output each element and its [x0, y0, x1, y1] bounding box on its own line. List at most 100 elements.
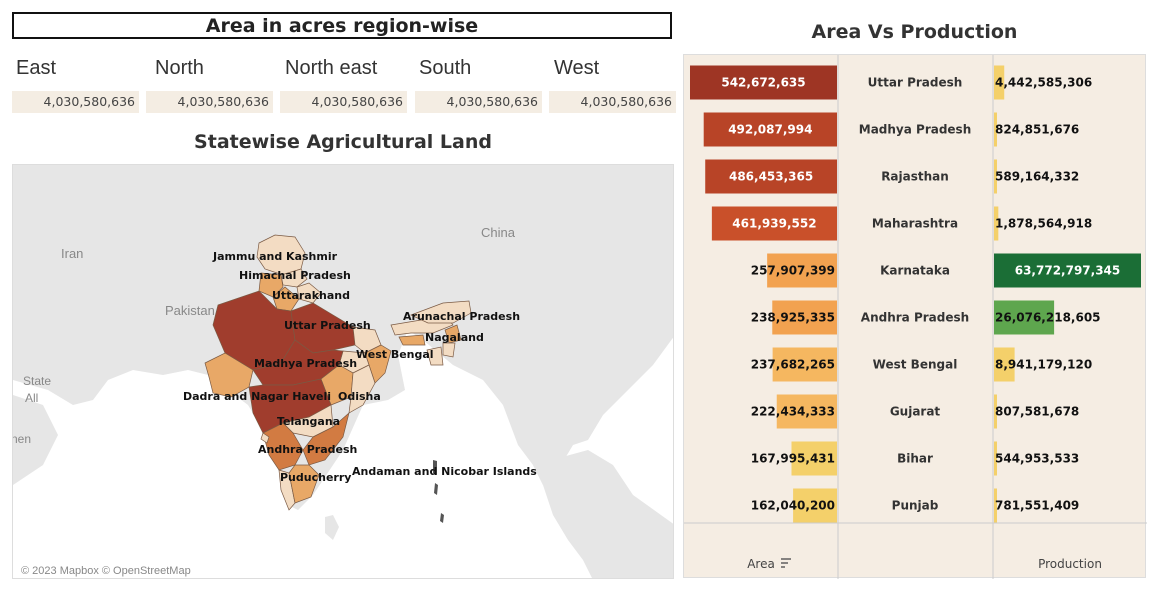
map-label-west-bengal: West Bengal	[356, 348, 434, 361]
state-manipur	[442, 342, 456, 358]
region-value-east: 4,030,580,636	[12, 91, 139, 113]
country-label-pakistan: Pakistan	[165, 303, 215, 318]
axis-label-area: Area	[747, 557, 775, 571]
map-label-puducherry: Puducherry	[280, 471, 351, 484]
state-punjab	[258, 272, 284, 298]
category-label: West Bengal	[873, 358, 958, 372]
state-tripura-mizoram	[426, 346, 444, 366]
state-andhra-pradesh	[302, 412, 350, 466]
map-canvas[interactable]: Iran Pakistan China State All nen	[13, 165, 674, 579]
area-value-label: 461,939,552	[732, 217, 816, 231]
production-value-label: 824,851,676	[995, 123, 1079, 137]
state-uttarakhand	[296, 282, 322, 304]
production-bar[interactable]	[994, 347, 1015, 382]
sort-descending-icon[interactable]	[781, 558, 791, 568]
area-value-label: 257,907,399	[751, 264, 835, 278]
state-meghalaya	[398, 334, 426, 346]
production-bar[interactable]	[994, 394, 997, 429]
area-bar[interactable]	[703, 112, 837, 147]
region-value-north: 4,030,580,636	[146, 91, 273, 113]
area-bar[interactable]	[793, 488, 837, 523]
state-karnataka	[262, 422, 304, 471]
area-value-label: 162,040,200	[751, 499, 835, 513]
area-value-label: 486,453,365	[729, 170, 813, 184]
area-value-label: 222,434,333	[751, 405, 835, 419]
legend-value-all: All	[25, 391, 38, 405]
region-label-south: South	[419, 57, 472, 79]
area-bar[interactable]	[776, 394, 837, 429]
state-arunachal-pradesh	[410, 300, 472, 324]
region-label-east: East	[16, 57, 57, 79]
state-goa	[260, 432, 270, 444]
state-kerala	[278, 469, 296, 511]
production-bar[interactable]	[994, 159, 997, 194]
area-value-label: 167,995,431	[751, 452, 835, 466]
country-label-china: China	[481, 225, 516, 240]
map-label-arunachal-pradesh: Arunachal Pradesh	[403, 310, 520, 323]
state-nagaland	[444, 324, 462, 344]
production-value-label: 781,551,409	[995, 499, 1079, 513]
map-label-madhya-pradesh: Madhya Pradesh	[254, 357, 357, 370]
map-label-jammu-kashmir: Jammu and Kashmir	[212, 250, 338, 263]
area-bar[interactable]	[772, 300, 837, 335]
chart-title: Area Vs Production	[811, 21, 1018, 43]
category-label: Bihar	[897, 452, 933, 466]
map-label-telangana: Telangana	[277, 415, 340, 428]
map-label-odisha: Odisha	[338, 390, 381, 403]
area-bar[interactable]	[772, 347, 837, 382]
production-value-label: 589,164,332	[995, 170, 1079, 184]
production-bar[interactable]	[994, 253, 1141, 288]
area-bar[interactable]	[705, 159, 837, 194]
region-title: Area in acres region-wise	[12, 12, 672, 39]
state-tamil-nadu	[288, 464, 320, 504]
area-bar[interactable]	[711, 206, 837, 241]
map-label-andaman-nicobar: Andaman and Nicobar Islands	[352, 465, 537, 478]
india-states	[204, 234, 472, 523]
area-bar[interactable]	[767, 253, 837, 288]
map-label-andhra-pradesh: Andhra Pradesh	[258, 443, 357, 456]
category-label: Uttar Pradesh	[868, 76, 963, 90]
category-label: Rajasthan	[881, 170, 949, 184]
category-label: Madhya Pradesh	[859, 123, 972, 137]
production-bar[interactable]	[994, 112, 997, 147]
area-bar[interactable]	[791, 441, 837, 476]
production-bar[interactable]	[994, 441, 997, 476]
production-bar[interactable]	[994, 488, 997, 523]
map-label-dadra-nagar-haveli: Dadra and Nagar Haveli	[183, 390, 331, 403]
map-label-himachal-pradesh: Himachal Pradesh	[239, 269, 351, 282]
area-value-label: 238,925,335	[751, 311, 835, 325]
state-gujarat	[204, 352, 254, 398]
region-label-north-east: North east	[285, 57, 378, 79]
category-label: Punjab	[892, 499, 939, 513]
map-attribution[interactable]: © 2023 Mapbox © OpenStreetMap	[21, 565, 191, 577]
production-value-label: 544,953,533	[995, 452, 1079, 466]
area-value-label: 237,682,265	[751, 358, 835, 372]
axis-label-production: Production	[1038, 557, 1102, 571]
category-label: Gujarat	[890, 405, 941, 419]
map-label-uttar-pradesh: Uttar Pradesh	[284, 319, 371, 332]
map-view[interactable]: Iran Pakistan China State All nen	[12, 164, 674, 579]
region-value-north-east: 4,030,580,636	[280, 91, 407, 113]
chart-canvas: 542,672,635 492,087,994 486,453,365 461,939…	[684, 55, 1147, 579]
production-bar[interactable]	[994, 300, 1055, 335]
edge-label: nen	[13, 432, 31, 446]
production-value-label: 8,941,179,120	[995, 358, 1092, 372]
production-value-label: 4,442,585,306	[995, 76, 1092, 90]
production-value-label: 63,772,797,345	[1015, 264, 1121, 278]
production-bar[interactable]	[994, 206, 999, 241]
sri-lanka	[325, 515, 339, 540]
region-value-west: 4,030,580,636	[549, 91, 676, 113]
area-value-label: 542,672,635	[721, 76, 805, 90]
area-value-label: 492,087,994	[728, 123, 812, 137]
arabia-land	[13, 395, 58, 485]
area-bar[interactable]	[690, 65, 837, 100]
southeast-asia-land	[533, 450, 673, 578]
map-label-nagaland: Nagaland	[425, 331, 484, 344]
region-label-west: West	[554, 57, 600, 79]
production-bar[interactable]	[994, 65, 1005, 100]
map-title: Statewise Agricultural Land	[194, 131, 492, 153]
category-label: Karnataka	[880, 264, 950, 278]
map-label-uttarakhand: Uttarakhand	[272, 289, 350, 302]
area-vs-production-chart[interactable]: 542,672,635 492,087,994 486,453,365 461,939…	[683, 54, 1147, 579]
state-haryana	[272, 286, 300, 312]
